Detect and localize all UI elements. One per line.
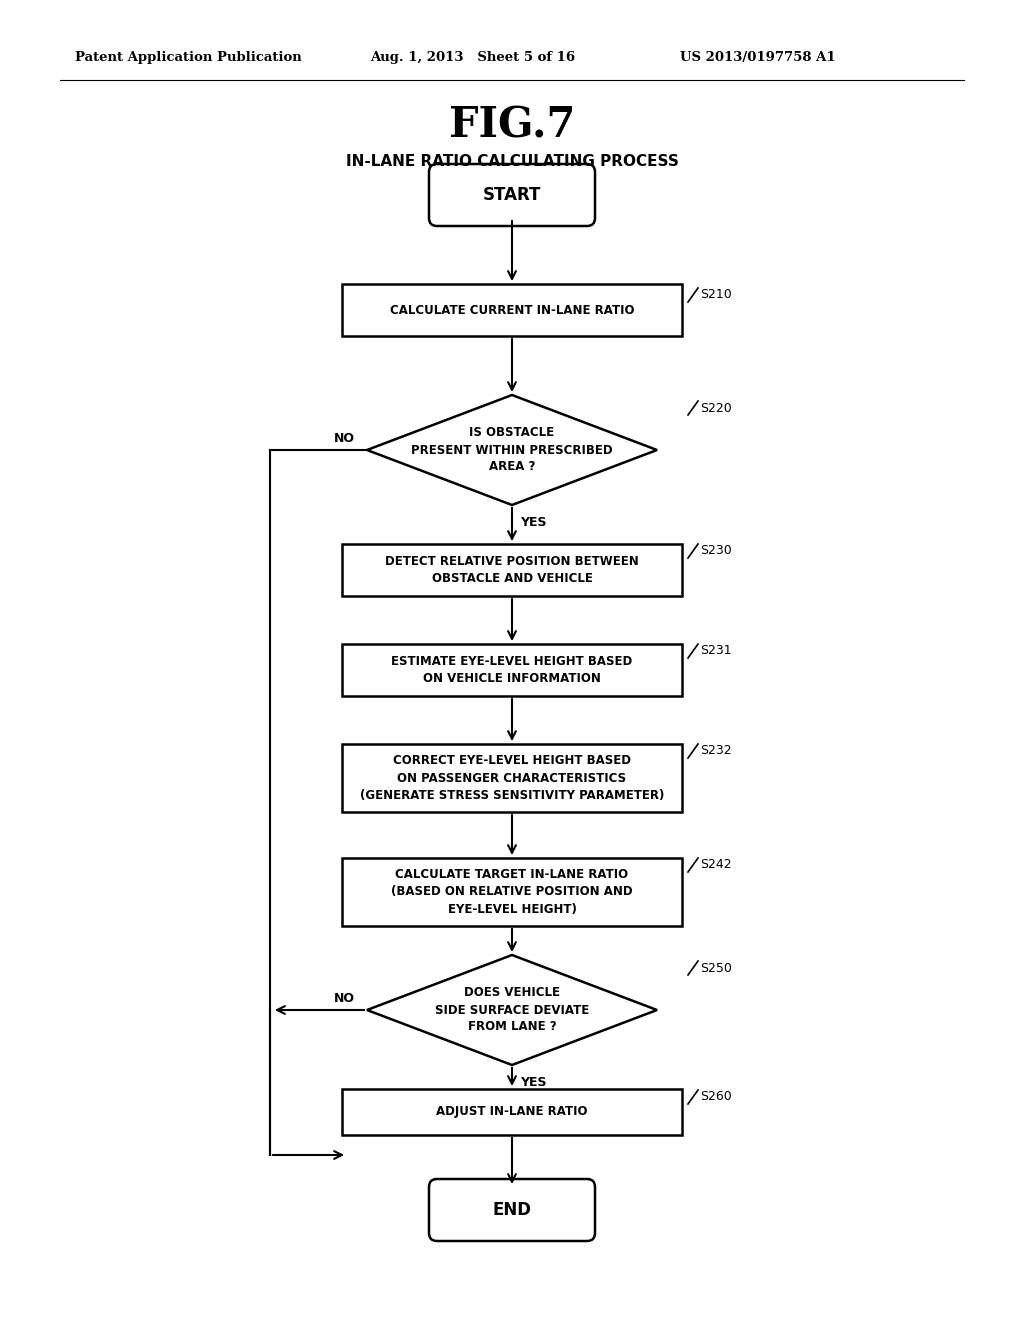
Text: S230: S230 — [700, 544, 732, 557]
Text: S232: S232 — [700, 744, 731, 758]
Text: Aug. 1, 2013   Sheet 5 of 16: Aug. 1, 2013 Sheet 5 of 16 — [370, 51, 575, 65]
Bar — [342, 644, 682, 696]
Bar — [342, 544, 682, 597]
Text: ADJUST IN-LANE RATIO: ADJUST IN-LANE RATIO — [436, 1106, 588, 1118]
Text: ESTIMATE EYE-LEVEL HEIGHT BASED
ON VEHICLE INFORMATION: ESTIMATE EYE-LEVEL HEIGHT BASED ON VEHIC… — [391, 655, 633, 685]
Text: IN-LANE RATIO CALCULATING PROCESS: IN-LANE RATIO CALCULATING PROCESS — [345, 154, 679, 169]
FancyBboxPatch shape — [429, 1179, 595, 1241]
Bar — [342, 744, 682, 812]
Text: DOES VEHICLE
SIDE SURFACE DEVIATE
FROM LANE ?: DOES VEHICLE SIDE SURFACE DEVIATE FROM L… — [435, 986, 589, 1034]
Text: CALCULATE CURRENT IN-LANE RATIO: CALCULATE CURRENT IN-LANE RATIO — [390, 304, 634, 317]
Text: NO: NO — [334, 991, 355, 1005]
Text: IS OBSTACLE
PRESENT WITHIN PRESCRIBED
AREA ?: IS OBSTACLE PRESENT WITHIN PRESCRIBED AR… — [412, 426, 612, 474]
Text: CORRECT EYE-LEVEL HEIGHT BASED
ON PASSENGER CHARACTERISTICS
(GENERATE STRESS SEN: CORRECT EYE-LEVEL HEIGHT BASED ON PASSEN… — [359, 755, 665, 801]
Bar — [342, 284, 682, 337]
Text: S231: S231 — [700, 644, 731, 657]
Text: CALCULATE TARGET IN-LANE RATIO
(BASED ON RELATIVE POSITION AND
EYE-LEVEL HEIGHT): CALCULATE TARGET IN-LANE RATIO (BASED ON… — [391, 869, 633, 916]
Bar — [342, 1089, 682, 1135]
Text: START: START — [482, 186, 542, 205]
Text: S242: S242 — [700, 858, 731, 871]
Text: YES: YES — [520, 516, 547, 528]
Text: YES: YES — [520, 1076, 547, 1089]
Polygon shape — [367, 954, 657, 1065]
Text: S250: S250 — [700, 961, 732, 974]
Text: S210: S210 — [700, 289, 732, 301]
Text: NO: NO — [334, 432, 355, 445]
Bar — [342, 858, 682, 927]
Text: S220: S220 — [700, 401, 732, 414]
FancyBboxPatch shape — [429, 164, 595, 226]
Polygon shape — [367, 395, 657, 506]
Text: US 2013/0197758 A1: US 2013/0197758 A1 — [680, 51, 836, 65]
Text: FIG.7: FIG.7 — [449, 104, 575, 147]
Text: S260: S260 — [700, 1090, 732, 1104]
Text: END: END — [493, 1201, 531, 1218]
Text: Patent Application Publication: Patent Application Publication — [75, 51, 302, 65]
Text: DETECT RELATIVE POSITION BETWEEN
OBSTACLE AND VEHICLE: DETECT RELATIVE POSITION BETWEEN OBSTACL… — [385, 554, 639, 585]
